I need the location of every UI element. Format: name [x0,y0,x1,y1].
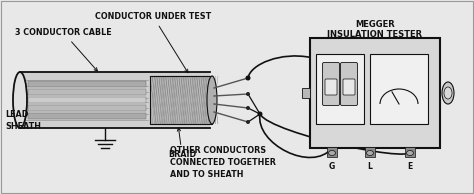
Ellipse shape [13,72,27,128]
Circle shape [246,75,250,81]
Circle shape [246,106,250,110]
Ellipse shape [442,82,454,104]
Ellipse shape [407,151,413,156]
Bar [405,147,415,157]
Bar [316,54,364,124]
Bar [302,88,310,98]
Text: OTHER CONDUCTORS
CONNECTED TOGETHER
AND TO SHEATH: OTHER CONDUCTORS CONNECTED TOGETHER AND … [170,146,276,179]
Bar [20,72,210,128]
Bar [327,147,337,157]
Circle shape [246,76,250,80]
FancyBboxPatch shape [325,79,337,95]
FancyBboxPatch shape [343,79,355,95]
Bar [150,76,212,124]
Bar [310,38,440,148]
Circle shape [246,120,250,124]
Text: L: L [367,162,373,171]
Circle shape [257,112,263,117]
Bar [28,81,146,87]
FancyBboxPatch shape [322,62,339,106]
Text: 3 CONDUCTOR CABLE: 3 CONDUCTOR CABLE [15,28,111,71]
Text: CONDUCTOR UNDER TEST: CONDUCTOR UNDER TEST [95,12,211,73]
Ellipse shape [366,151,374,156]
Bar [28,105,146,111]
Ellipse shape [207,76,217,124]
Text: BRAID: BRAID [168,128,196,159]
Text: INSULATION TESTER: INSULATION TESTER [328,30,422,39]
Bar [28,97,146,103]
Bar [365,147,375,157]
Bar [150,76,212,124]
Circle shape [246,92,250,96]
Ellipse shape [328,151,336,156]
Text: MEGGER: MEGGER [355,20,395,29]
Text: E: E [407,162,413,171]
Bar [370,54,428,124]
Bar [28,89,146,95]
Bar [28,113,146,119]
Text: G: G [329,162,335,171]
FancyBboxPatch shape [340,62,357,106]
Ellipse shape [444,87,452,99]
Text: LEAD
SHEATH: LEAD SHEATH [5,110,41,131]
